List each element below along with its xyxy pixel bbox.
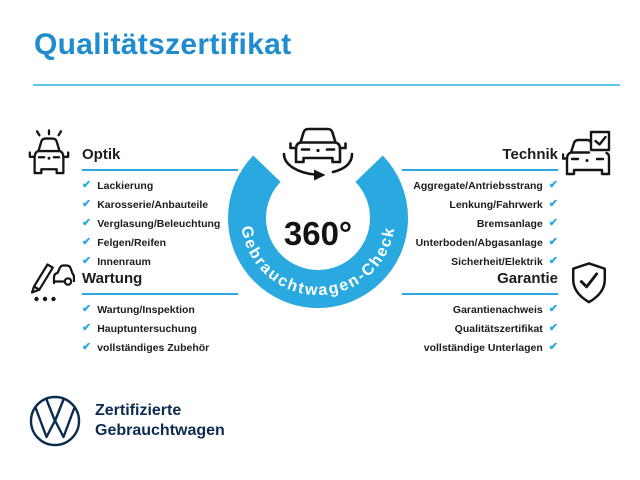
- check-icon: ✔: [548, 341, 558, 353]
- wartung-checklist: ✔ Wartung/Inspektion ✔ Hauptuntersuchung ✔…: [82, 300, 238, 357]
- checklist-item-label: Hauptuntersuchung: [97, 322, 197, 335]
- check-icon: ✔: [82, 217, 92, 229]
- brand-line2: Gebrauchtwagen: [95, 422, 225, 439]
- check-icon: ✔: [548, 303, 558, 315]
- checklist-item: Lenkung/Fahrwerk ✔: [402, 195, 558, 214]
- checklist-item: Bremsanlage ✔: [402, 214, 558, 233]
- section-technik-header: Technik: [402, 146, 558, 171]
- checklist-item-label: vollständiges Zubehör: [97, 341, 210, 354]
- car-rotate-icon: [282, 127, 354, 181]
- check-icon: ✔: [82, 198, 92, 210]
- checklist-item: ✔ Karosserie/Anbauteile: [82, 195, 238, 214]
- check-icon: ✔: [548, 217, 558, 229]
- checklist-item-label: vollständige Unterlagen: [423, 341, 543, 354]
- check-icon: ✔: [82, 179, 92, 191]
- check-icon: ✔: [548, 198, 558, 210]
- checklist-item: Qualitätszertifikat ✔: [402, 319, 558, 338]
- section-optik-header: Optik: [82, 146, 238, 171]
- checklist-item: ✔ Innenraum: [82, 252, 238, 271]
- checklist-item-label: Aggregate/Antriebsstrang: [413, 179, 543, 192]
- checklist-item-label: Qualitätszertifikat: [454, 322, 543, 335]
- checklist-item-label: Lenkung/Fahrwerk: [449, 198, 543, 211]
- checklist-item-label: Lackierung: [97, 179, 154, 192]
- technik-checklist: Aggregate/Antriebsstrang ✔ Lenkung/Fahrwe…: [402, 176, 558, 271]
- section-optik: Optik ✔ Lackierung ✔ Karosserie/Anbauteile…: [82, 146, 238, 271]
- check-icon: ✔: [82, 255, 92, 267]
- checklist-item: ✔ Verglasung/Beleuchtung: [82, 214, 238, 233]
- check-icon: ✔: [82, 322, 92, 334]
- section-technik: Technik Aggregate/Antriebsstrang ✔ Lenkun…: [402, 146, 558, 271]
- ring-360-graphic: Gebrauchtwagen-Check 360°: [228, 127, 408, 308]
- checklist-item: ✔ Hauptuntersuchung: [82, 319, 238, 338]
- shield-check-icon: [567, 260, 611, 306]
- check-icon: ✔: [548, 236, 558, 248]
- car-checkbox-icon: [562, 130, 612, 176]
- page-title: Qualitätszertifikat: [34, 28, 292, 61]
- degrees-label: 360°: [284, 215, 352, 252]
- checklist-item: vollständige Unterlagen ✔: [402, 338, 558, 357]
- checklist-item-label: Karosserie/Anbauteile: [97, 198, 209, 211]
- garantie-checklist: Garantienachweis ✔ Qualitätszertifikat ✔ v…: [402, 300, 558, 357]
- check-icon: ✔: [548, 179, 558, 191]
- checklist-item: ✔ Wartung/Inspektion: [82, 300, 238, 319]
- checklist-item: ✔ Lackierung: [82, 176, 238, 195]
- section-wartung-header: Wartung: [82, 270, 238, 295]
- check-icon: ✔: [82, 236, 92, 248]
- checklist-item: ✔ Felgen/Reifen: [82, 233, 238, 252]
- checklist-item-label: Wartung/Inspektion: [97, 303, 195, 316]
- brand-line1: Zertifizierte: [95, 402, 182, 419]
- check-icon: ✔: [548, 322, 558, 334]
- checklist-item-label: Bremsanlage: [476, 217, 543, 230]
- brand-wordmark: Zertifizierte Gebrauchtwagen: [95, 401, 225, 441]
- checklist-item-label: Garantienachweis: [452, 303, 543, 316]
- checklist-item: ✔ vollständiges Zubehör: [82, 338, 238, 357]
- check-icon: ✔: [548, 255, 558, 267]
- check-icon: ✔: [82, 341, 92, 353]
- optik-checklist: ✔ Lackierung ✔ Karosserie/Anbauteile ✔ Verg…: [82, 176, 238, 271]
- section-garantie: Garantie Garantienachweis ✔ Qualitätszert…: [402, 270, 558, 357]
- checklist-item-label: Verglasung/Beleuchtung: [97, 217, 221, 230]
- section-wartung: Wartung ✔ Wartung/Inspektion ✔ Hauptunters…: [82, 270, 238, 357]
- checklist-item-label: Innenraum: [97, 255, 151, 268]
- section-garantie-header: Garantie: [402, 270, 558, 295]
- checklist-item: Sicherheit/Elektrik ✔: [402, 252, 558, 271]
- check-icon: ✔: [82, 303, 92, 315]
- ring-arc: [228, 155, 408, 308]
- checklist-item-label: Felgen/Reifen: [97, 236, 167, 249]
- checklist-item-label: Unterboden/Abgasanlage: [415, 236, 543, 249]
- car-shine-icon: [26, 129, 72, 175]
- service-pen-icon: [27, 257, 75, 303]
- checklist-item: Aggregate/Antriebsstrang ✔: [402, 176, 558, 195]
- checklist-item: Garantienachweis ✔: [402, 300, 558, 319]
- checklist-item-label: Sicherheit/Elektrik: [451, 255, 543, 268]
- checklist-item: Unterboden/Abgasanlage ✔: [402, 233, 558, 252]
- vw-logo: [28, 394, 82, 448]
- title-divider: [33, 84, 620, 86]
